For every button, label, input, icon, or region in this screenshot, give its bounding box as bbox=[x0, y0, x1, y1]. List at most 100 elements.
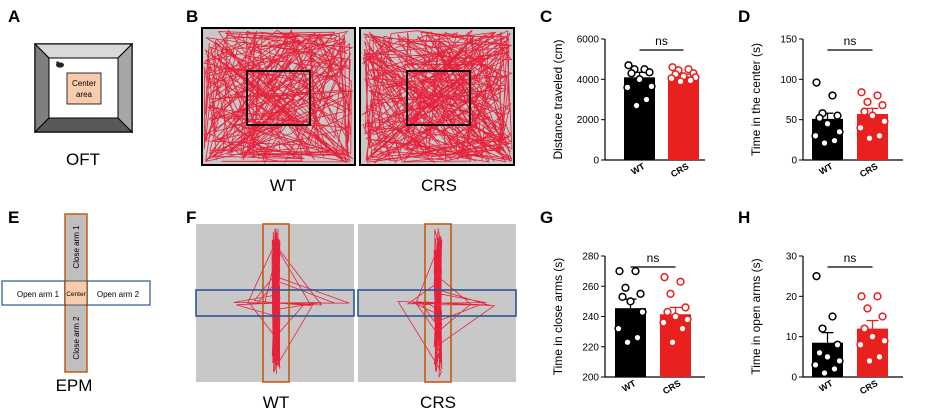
y-tick-label: 20 bbox=[786, 292, 798, 303]
data-point bbox=[835, 127, 844, 136]
data-point bbox=[880, 336, 889, 345]
chart-time-in-center: 0 50 100 150 Time in the center (s) WT CRS ns bbox=[749, 34, 903, 179]
x-tick-label-wt: WT bbox=[817, 378, 835, 394]
data-point bbox=[618, 292, 627, 301]
data-point bbox=[811, 131, 820, 140]
data-point bbox=[626, 297, 635, 306]
epm-track-path-wt bbox=[233, 227, 350, 374]
y-tick-label: 30 bbox=[786, 252, 798, 263]
panel-letter-c: C bbox=[540, 7, 552, 26]
panel-letter-f: F bbox=[186, 208, 196, 227]
chart-time-open-arms: 0 10 20 30 Time in open arms (s) WT CRS ns bbox=[749, 251, 903, 396]
data-point bbox=[812, 272, 821, 281]
data-point bbox=[683, 315, 692, 324]
epm-track-crs bbox=[357, 223, 517, 383]
data-point bbox=[681, 303, 690, 312]
data-point bbox=[873, 91, 882, 100]
epm-open-arm-zone-wt bbox=[195, 289, 355, 317]
track-path-wt bbox=[203, 29, 354, 164]
chart-time-close-arms: 200 220 240 260 280 Time in close arms (s) WT C… bbox=[551, 251, 705, 396]
data-point bbox=[638, 307, 647, 317]
data-point bbox=[631, 266, 640, 276]
significance-label: ns bbox=[647, 251, 660, 265]
data-point bbox=[830, 364, 839, 374]
data-point bbox=[812, 78, 821, 87]
y-tick-label: 6000 bbox=[577, 35, 600, 46]
data-point bbox=[865, 356, 874, 366]
y-tick-label: 50 bbox=[786, 115, 798, 126]
data-point bbox=[860, 324, 869, 333]
panel-letter-d: D bbox=[738, 7, 750, 26]
data-point bbox=[863, 304, 872, 313]
data-point bbox=[627, 69, 636, 78]
x-tick-label-crs: CRS bbox=[669, 161, 690, 179]
oft-track-crs bbox=[359, 27, 515, 166]
data-point bbox=[635, 75, 644, 84]
y-tick-label: 0 bbox=[791, 373, 797, 384]
y-tick-label: 200 bbox=[582, 373, 599, 384]
data-point bbox=[663, 307, 672, 317]
data-point bbox=[875, 131, 884, 140]
data-point bbox=[857, 88, 866, 97]
panel-letter-e: E bbox=[8, 208, 19, 227]
data-point bbox=[868, 332, 877, 341]
epm-close-arm-zone-wt bbox=[262, 223, 290, 383]
data-point bbox=[823, 119, 832, 128]
significance-label: ns bbox=[844, 251, 857, 265]
oft-schematic: Center area bbox=[33, 42, 134, 134]
y-tick-label: 150 bbox=[780, 35, 797, 46]
data-point bbox=[830, 136, 839, 145]
data-point bbox=[835, 356, 844, 366]
mouse-icon bbox=[56, 62, 64, 68]
x-tick-label-crs: CRS bbox=[858, 378, 879, 396]
center-area-box bbox=[66, 72, 102, 105]
y-axis-label: Distance traveled (cm) bbox=[551, 39, 565, 159]
data-point bbox=[632, 101, 641, 110]
data-point bbox=[614, 324, 623, 333]
y-tick-label: 100 bbox=[780, 75, 797, 86]
open-arm-2-label: Open arm 2 bbox=[97, 290, 140, 299]
data-point bbox=[659, 318, 668, 327]
data-point bbox=[633, 333, 642, 342]
y-tick-label: 0 bbox=[593, 156, 599, 167]
data-point bbox=[668, 338, 677, 347]
data-point bbox=[873, 292, 882, 301]
y-tick-label: 260 bbox=[582, 282, 599, 293]
data-point bbox=[878, 100, 887, 110]
y-tick-label: 4000 bbox=[577, 75, 600, 86]
data-point bbox=[647, 82, 656, 91]
data-point bbox=[624, 61, 633, 70]
oft-label-crs: CRS bbox=[421, 176, 457, 195]
data-point bbox=[833, 340, 842, 349]
x-tick-label-crs: CRS bbox=[661, 378, 682, 396]
y-tick-label: 10 bbox=[786, 332, 798, 343]
y-tick-label: 0 bbox=[791, 156, 797, 167]
panel-letter-h: H bbox=[738, 208, 750, 227]
data-point bbox=[880, 117, 889, 126]
chart-distance-traveled: 0 2000 4000 6000 Distance traveled (cm) WT CRS… bbox=[551, 34, 705, 179]
oft-center-zone-wt bbox=[246, 70, 311, 126]
epm-track-path-crs bbox=[397, 227, 496, 378]
epm-center-label: Center bbox=[66, 291, 86, 298]
data-point bbox=[645, 68, 654, 77]
bar-crs bbox=[668, 76, 699, 160]
data-point bbox=[676, 77, 685, 86]
data-point bbox=[660, 273, 669, 282]
epm-open-arm-zone-crs bbox=[357, 289, 517, 317]
epm-caption: EPM bbox=[56, 376, 93, 395]
open-arm-1-label: Open arm 1 bbox=[17, 290, 60, 299]
y-tick-label: 280 bbox=[582, 252, 599, 263]
significance-label: ns bbox=[655, 34, 668, 48]
data-point bbox=[833, 111, 842, 120]
oft-track-wt bbox=[201, 27, 356, 166]
epm-schematic: Open arm 1 Open arm 2 Center Close arm 1… bbox=[1, 213, 151, 373]
data-point bbox=[860, 107, 869, 116]
data-point bbox=[863, 97, 872, 107]
data-point bbox=[878, 312, 887, 321]
data-point bbox=[678, 324, 687, 333]
data-point bbox=[823, 352, 832, 361]
data-point bbox=[666, 289, 675, 298]
oft-center-zone-crs bbox=[406, 70, 471, 126]
data-point bbox=[636, 289, 645, 298]
